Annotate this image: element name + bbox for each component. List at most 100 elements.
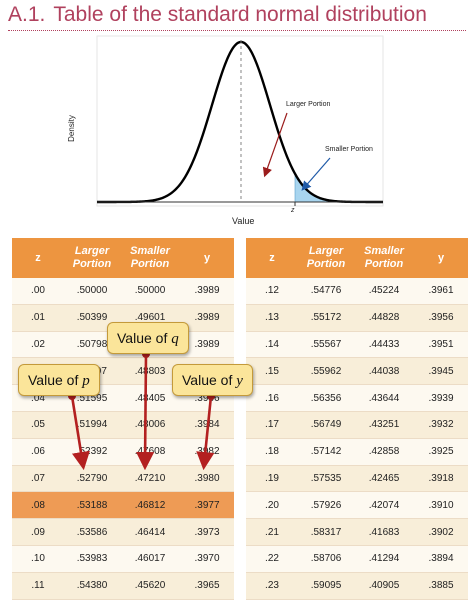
table-row: .10.53983.46017.3970: [12, 545, 234, 573]
cell-z: .11: [12, 572, 64, 600]
cell-smaller-portion: .43251: [354, 411, 414, 439]
cell-y: .3973: [180, 518, 234, 546]
cell-larger-portion: .57926: [298, 491, 354, 520]
table-row: .17.56749.43251.3932: [246, 411, 468, 439]
cell-z: .19: [246, 465, 298, 493]
cell-y: .3977: [180, 491, 234, 520]
cell-larger-portion: .53586: [64, 518, 120, 546]
table-row: .09.53586.46414.3973: [12, 518, 234, 546]
cell-z: .09: [12, 518, 64, 546]
cell-smaller-portion: .40905: [354, 572, 414, 600]
cell-smaller-portion: .41294: [354, 545, 414, 573]
z-label: z: [291, 207, 295, 214]
cell-y: .3932: [414, 411, 468, 439]
cell-z: .14: [246, 331, 298, 359]
cell-y: .3989: [180, 278, 234, 305]
cell-smaller-portion: .48803: [120, 357, 180, 386]
z-table-right: z Larger Portion Smaller Portion y .12.5…: [246, 238, 468, 600]
header-larger-portion: Larger Portion: [298, 238, 354, 278]
cell-z: .01: [12, 304, 64, 332]
cell-larger-portion: .58317: [298, 518, 354, 546]
cell-y: .3951: [414, 331, 468, 359]
cell-z: .16: [246, 384, 298, 412]
cell-larger-portion: .51994: [64, 411, 120, 439]
plot-panel: [96, 35, 384, 207]
header-z: z: [246, 238, 298, 278]
cell-larger-portion: .54776: [298, 278, 354, 305]
z-table-left: z Larger Portion Smaller Portion y .00 .5…: [12, 238, 234, 600]
cell-larger-portion: .56356: [298, 384, 354, 412]
table-row: .12.54776.45224.3961: [246, 278, 468, 305]
header-z: z: [12, 238, 64, 278]
cell-larger-portion: .59095: [298, 572, 354, 600]
normal-distribution-figure: Density Value z Larger Portion Smaller P…: [0, 34, 474, 234]
cell-y: .3945: [414, 357, 468, 386]
table-row: .16.56356.43644.3939: [246, 384, 468, 412]
table-header-row: z Larger Portion Smaller Portion y: [246, 238, 468, 278]
smaller-portion-label: Smaller Portion: [325, 146, 373, 153]
cell-smaller-portion: .42465: [354, 465, 414, 493]
density-curve: [97, 40, 383, 204]
table-row: .07.52790.47210.3980: [12, 465, 234, 493]
cell-y: .3918: [414, 465, 468, 493]
cell-larger-portion: .57142: [298, 438, 354, 466]
callout-value-of-q: Value of q: [107, 322, 189, 354]
normal-curve-plot: [96, 35, 384, 207]
header-smaller-portion: Smaller Portion: [120, 238, 180, 278]
smaller-portion-arrow: [301, 157, 331, 191]
header-smaller-portion: Smaller Portion: [354, 238, 414, 278]
cell-y: .3989: [180, 304, 234, 332]
cell-y: .3965: [180, 572, 234, 600]
cell-z: .08: [12, 491, 64, 520]
cell-larger-portion: .55172: [298, 304, 354, 332]
cell-z: .21: [246, 518, 298, 546]
cell-z: .12: [246, 278, 298, 305]
cell-z: .15: [246, 357, 298, 386]
table-row: .11.54380.45620.3965: [12, 572, 234, 600]
cell-y: .3902: [414, 518, 468, 546]
table-row: .08.53188.46812.3977: [12, 491, 234, 520]
cell-y: .3885: [414, 572, 468, 600]
heading-title: Table of the standard normal distributio…: [53, 3, 427, 26]
cell-larger-portion: .52392: [64, 438, 120, 466]
cell-z: .13: [246, 304, 298, 332]
cell-z: .10: [12, 545, 64, 573]
cell-z: .05: [12, 411, 64, 439]
cell-smaller-portion: .47608: [120, 438, 180, 466]
table-row: .13.55172.44828.3956: [246, 304, 468, 332]
cell-smaller-portion: .44828: [354, 304, 414, 332]
table-header-row: z Larger Portion Smaller Portion y: [12, 238, 234, 278]
larger-portion-arrow: [262, 112, 288, 178]
table-row: .05.51994.48006.3984: [12, 411, 234, 439]
callout-value-of-p: Value of p: [18, 364, 100, 396]
header-y: y: [414, 238, 468, 278]
cell-z: .06: [12, 438, 64, 466]
cell-smaller-portion: .41683: [354, 518, 414, 546]
cell-y: .3894: [414, 545, 468, 573]
cell-z: .02: [12, 331, 64, 359]
cell-larger-portion: .57535: [298, 465, 354, 493]
table-body-right: .12.54776.45224.3961.13.55172.44828.3956…: [246, 278, 468, 600]
cell-larger-portion: .56749: [298, 411, 354, 439]
cell-smaller-portion: .47210: [120, 465, 180, 493]
table-row: .15.55962.44038.3945: [246, 357, 468, 386]
cell-y: .3925: [414, 438, 468, 466]
cell-smaller-portion: .46017: [120, 545, 180, 573]
cell-y: .3910: [414, 491, 468, 520]
cell-smaller-portion: .48006: [120, 411, 180, 439]
table-row: .06.52392.47608.3982: [12, 438, 234, 466]
x-axis-label: Value: [232, 216, 255, 226]
cell-z: .00: [12, 278, 64, 305]
cell-z: .23: [246, 572, 298, 600]
cell-smaller-portion: .42858: [354, 438, 414, 466]
table-row: .01.50399.49601.3989: [12, 304, 234, 332]
table-row: .14.55567.44433.3951: [246, 331, 468, 359]
cell-smaller-portion: .44038: [354, 357, 414, 386]
callout-value-of-y: Value of y: [172, 364, 253, 396]
cell-larger-portion: .53983: [64, 545, 120, 573]
cell-y: .3970: [180, 545, 234, 573]
table-row: .23.59095.40905.3885: [246, 572, 468, 600]
cell-z: .20: [246, 491, 298, 520]
cell-z: .07: [12, 465, 64, 493]
cell-z: .17: [246, 411, 298, 439]
